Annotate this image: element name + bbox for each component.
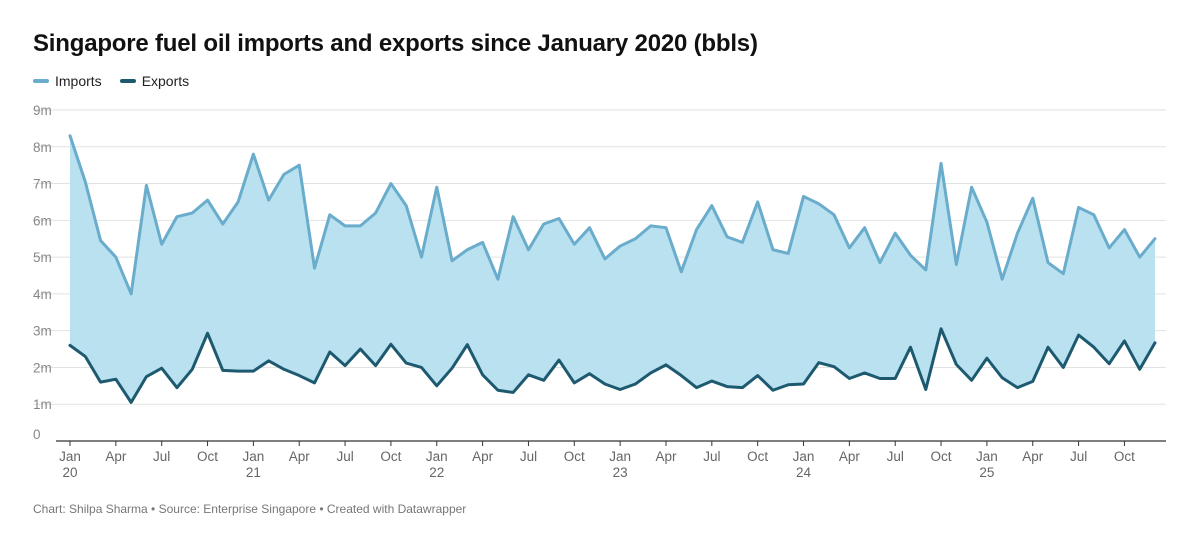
legend-swatch-imports — [33, 79, 49, 83]
x-tick-label: Apr — [839, 449, 861, 464]
series-line-imports — [68, 134, 1157, 296]
x-tick-label: Apr — [655, 449, 677, 464]
legend-item-imports: Imports — [33, 73, 102, 89]
y-tick-label: 5m — [33, 250, 52, 265]
x-tick-label: Jan — [976, 449, 998, 464]
y-tick-label: 8m — [33, 140, 52, 155]
y-tick-label: 3m — [33, 324, 52, 339]
x-tick-label: Oct — [380, 449, 401, 464]
x-tick-label: Apr — [472, 449, 494, 464]
x-tick-label: Apr — [105, 449, 127, 464]
x-tick-label: Oct — [747, 449, 768, 464]
chart-legend: Imports Exports — [33, 73, 189, 89]
chart-title: Singapore fuel oil imports and exports s… — [33, 30, 758, 57]
y-tick-label: 7m — [33, 177, 52, 192]
x-tick-year-label: 22 — [429, 465, 444, 480]
x-tick-label: Jul — [887, 449, 904, 464]
area-imports-exports-gap — [70, 135, 1155, 403]
x-tick-label: Jul — [336, 449, 353, 464]
x-tick-year-label: 20 — [62, 465, 77, 480]
x-tick-label: Oct — [197, 449, 218, 464]
y-tick-label: 4m — [33, 287, 52, 302]
x-tick-year-label: 25 — [979, 465, 994, 480]
x-tick-year-label: 24 — [796, 465, 812, 480]
x-tick-label: Oct — [1114, 449, 1135, 464]
x-tick-label: Apr — [289, 449, 311, 464]
x-tick-label: Jan — [609, 449, 631, 464]
chart-footer: Chart: Shilpa Sharma • Source: Enterpris… — [33, 502, 467, 516]
x-tick-label: Apr — [1022, 449, 1044, 464]
y-tick-label: 2m — [33, 360, 52, 375]
y-tick-label: 1m — [33, 397, 52, 412]
x-tick-label: Jan — [426, 449, 448, 464]
y-tick-label: 0 — [33, 427, 41, 442]
x-tick-label: Jul — [1070, 449, 1087, 464]
y-tick-label: 9m — [33, 103, 52, 118]
x-tick-label: Jul — [703, 449, 720, 464]
x-tick-label: Jul — [520, 449, 537, 464]
x-tick-label: Oct — [931, 449, 952, 464]
series-line-exports — [68, 327, 1157, 404]
legend-label-exports: Exports — [141, 73, 190, 89]
x-tick-year-label: 23 — [613, 465, 628, 480]
x-tick-label: Jul — [153, 449, 170, 464]
legend-item-exports: Exports — [119, 73, 190, 89]
x-tick-label: Jan — [242, 449, 264, 464]
x-tick-year-label: 21 — [246, 465, 261, 480]
legend-swatch-exports — [119, 79, 136, 83]
x-tick-label: Oct — [564, 449, 585, 464]
legend-label-imports: Imports — [55, 73, 102, 89]
x-tick-label: Jan — [59, 449, 81, 464]
y-tick-label: 6m — [33, 213, 52, 228]
x-tick-label: Jan — [793, 449, 815, 464]
